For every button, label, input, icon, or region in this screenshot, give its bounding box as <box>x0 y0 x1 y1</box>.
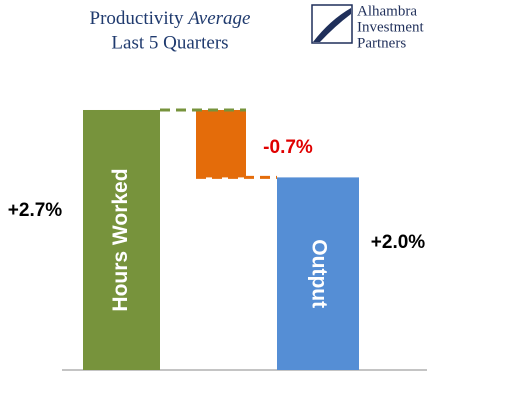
title-emphasis: Average <box>186 8 250 29</box>
chart-subtitle: Last 5 Quarters <box>111 32 228 53</box>
value-label: +2.7% <box>8 200 63 221</box>
logo-line: Partners <box>357 35 406 51</box>
value-label: +2.0% <box>371 232 426 253</box>
logo-line: Alhambra <box>357 3 417 19</box>
logo-line: Investment <box>357 19 424 35</box>
bar <box>277 177 359 370</box>
title-main: Productivity <box>90 8 184 29</box>
logo-swoosh <box>313 8 351 42</box>
category-label: Output <box>307 239 330 308</box>
chart-title: Productivity Average <box>90 8 251 29</box>
bar <box>83 109 160 371</box>
bar <box>196 109 246 178</box>
logo: Alhambra Investment Partners <box>311 3 424 51</box>
category-label: Hours Worked <box>109 168 132 311</box>
value-label: -0.7% <box>263 137 313 158</box>
